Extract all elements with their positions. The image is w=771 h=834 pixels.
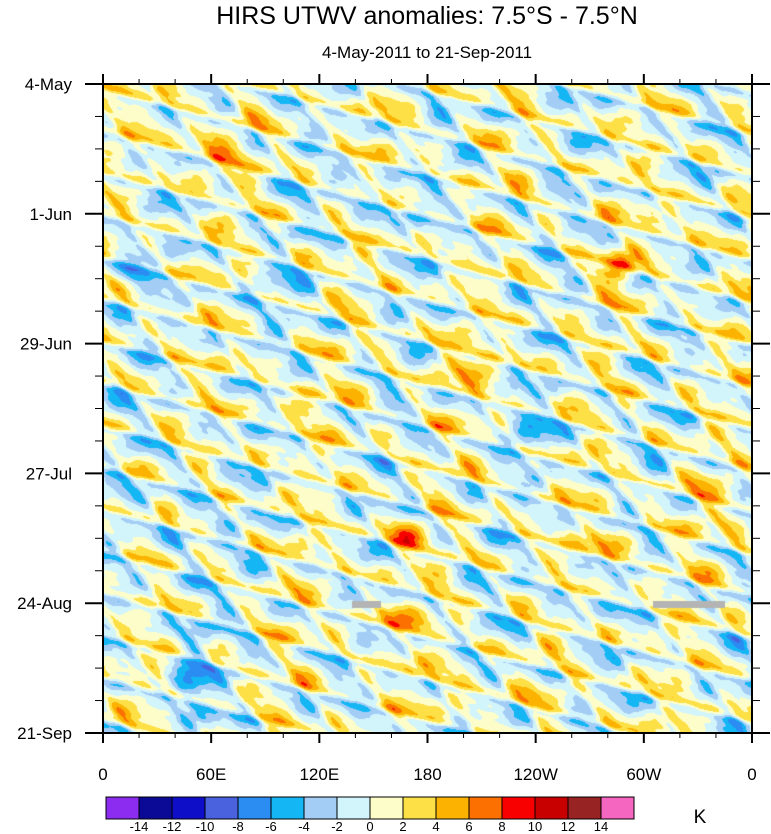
colorbar-level-label: 4 [432,819,439,834]
x-tick-label: 120E [299,765,339,784]
colorbar-swatch [336,796,371,820]
colorbar-swatch [270,796,305,820]
x-tick-label: 180 [413,765,441,784]
colorbar-unit: K [694,807,707,828]
colorbar-level-label: 6 [465,819,472,834]
colorbar-swatch [501,796,536,820]
colorbar-swatch [105,796,140,820]
colorbar-level-label: 8 [498,819,505,834]
anomaly-field [103,84,752,733]
y-tick-label: 1-Jun [29,205,72,224]
colorbar-swatch [567,796,602,820]
colorbar-level-label: -6 [265,819,277,834]
y-tick-label: 21-Sep [17,724,72,743]
colorbar-swatch [204,796,239,820]
colorbar-level-label: -4 [298,819,310,834]
colorbar-swatch [369,796,404,820]
x-tick-label: 0 [98,765,107,784]
colorbar-level-label: 10 [528,819,542,834]
colorbar-swatch [402,796,437,820]
colorbar-level-label: -10 [196,819,215,834]
chart-title: HIRS UTWV anomalies: 7.5°S - 7.5°N [216,2,638,30]
colorbar-level-label: -12 [163,819,182,834]
plot-frame [102,83,753,734]
colorbar-swatch [600,796,635,820]
colorbar-level-label: 0 [366,819,373,834]
colorbar-swatch [171,796,206,820]
colorbar-level-label: -2 [331,819,343,834]
colorbar-level-label: 14 [594,819,608,834]
x-tick-label: 60E [196,765,226,784]
colorbar-swatch [468,796,503,820]
colorbar-swatch [303,796,338,820]
plot-area [103,84,752,733]
chart-subtitle: 4-May-2011 to 21-Sep-2011 [322,43,532,62]
colorbar-level-label: 2 [399,819,406,834]
colorbar-level-label: 12 [561,819,575,834]
colorbar-level-label: -14 [130,819,149,834]
x-axis-labels: 0 60E 120E 180 120W 60W 0 [98,765,756,784]
x-tick-label: 0 [747,765,756,784]
colorbar-swatch [435,796,470,820]
y-tick-label: 27-Jul [26,464,72,483]
x-tick-label: 120W [513,765,557,784]
y-tick-label: 4-May [25,75,73,94]
y-tick-label: 29-Jun [20,335,72,354]
x-tick-label: 60W [626,765,661,784]
colorbar-swatch [534,796,569,820]
y-tick-label: 24-Aug [17,594,72,613]
colorbar: -14 -12 -10 -8 -6 -4 -2 0 2 4 6 8 10 12 14 [105,796,635,834]
colorbar-swatch [237,796,272,820]
colorbar-swatch [138,796,173,820]
colorbar-level-label: -8 [232,819,244,834]
y-axis-labels: 4-May 1-Jun 29-Jun 27-Jul 24-Aug 21-Sep [17,75,72,743]
axis-ticks [85,74,770,743]
